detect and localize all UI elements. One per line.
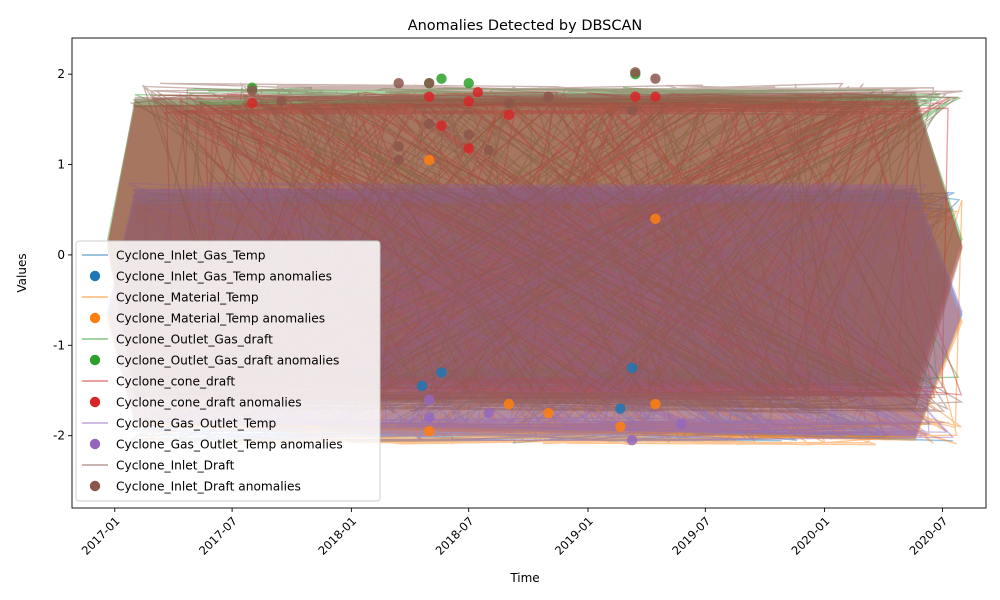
legend: Cyclone_Inlet_Gas_Temp Cyclone_Inlet_Gas_… — [75, 240, 381, 502]
anomaly-point-0-3 — [626, 362, 638, 374]
y-tick-label-4: 2 — [57, 67, 65, 81]
anomaly-point-4-2 — [483, 407, 495, 419]
anomaly-point-1-2 — [503, 398, 515, 410]
anomaly-point-5-11 — [626, 105, 638, 116]
anomaly-point-5-5 — [423, 77, 435, 89]
y-tick-label-1: -1 — [53, 338, 65, 352]
legend-label-9: Cyclone_Gas_Outlet_Temp anomalies — [116, 438, 343, 452]
legend-label-11: Cyclone_Inlet_Draft anomalies — [116, 480, 301, 494]
x-axis-label: Time — [509, 571, 539, 585]
anomaly-point-3-0 — [247, 97, 258, 109]
anomaly-point-3-2 — [436, 120, 447, 131]
anomaly-point-5-1 — [276, 96, 287, 107]
anomaly-point-3-1 — [423, 91, 435, 102]
anomaly-point-5-7 — [463, 129, 474, 140]
anomaly-point-3-8 — [650, 91, 661, 102]
anomaly-point-5-13 — [650, 73, 661, 84]
legend-label-5: Cyclone_Outlet_Gas_draft anomalies — [116, 354, 339, 368]
y-axis-label: Values — [15, 253, 29, 292]
legend-label-0: Cyclone_Inlet_Gas_Temp — [116, 249, 266, 263]
anomaly-point-4-1 — [423, 412, 435, 423]
chart-title: Anomalies Detected by DBSCAN — [408, 18, 643, 34]
y-tick-label-2: 0 — [57, 248, 65, 262]
legend-marker-5 — [89, 354, 101, 366]
anomaly-point-4-4 — [676, 418, 687, 430]
legend-label-10: Cyclone_Inlet_Draft — [116, 459, 235, 473]
anomaly-point-1-0 — [423, 425, 435, 437]
plot-frame — [71, 37, 987, 509]
legend-marker-7 — [89, 396, 101, 408]
anomaly-point-3-5 — [472, 87, 483, 98]
anomaly-point-5-0 — [247, 85, 258, 96]
anomaly-point-2-3 — [463, 77, 474, 89]
anomaly-point-1-6 — [650, 213, 661, 224]
anomaly-point-0-0 — [416, 380, 428, 392]
legend-label-8: Cyclone_Gas_Outlet_Temp — [116, 417, 277, 431]
legend-label-3: Cyclone_Material_Temp anomalies — [116, 312, 325, 326]
anomaly-point-5-2 — [393, 77, 404, 89]
anomaly-point-5-10 — [543, 91, 554, 102]
anomaly-point-1-3 — [543, 407, 554, 419]
anomaly-point-2-2 — [436, 73, 447, 84]
legend-marker-1 — [89, 270, 101, 282]
y-axis: -2 -1 0 1 2 — [53, 67, 72, 443]
y-tick-label-0: -2 — [53, 429, 65, 443]
legend-label-6: Cyclone_cone_draft — [116, 375, 235, 389]
anomaly-point-5-3 — [393, 141, 404, 152]
anomaly-point-3-6 — [503, 109, 515, 121]
legend-marker-9 — [89, 438, 101, 450]
legend-label-4: Cyclone_Outlet_Gas_draft — [116, 333, 273, 347]
legend-label-2: Cyclone_Material_Temp — [116, 291, 259, 305]
legend-label-1: Cyclone_Inlet_Gas_Temp anomalies — [116, 270, 332, 284]
legend-label-7: Cyclone_cone_draft anomalies — [116, 396, 302, 410]
anomaly-point-0-2 — [615, 403, 626, 414]
anomaly-point-5-12 — [630, 67, 641, 78]
anomaly-point-3-3 — [463, 96, 474, 107]
anomaly-point-0-1 — [436, 367, 447, 378]
y-tick-label-3: 1 — [57, 158, 65, 172]
anomaly-point-5-8 — [483, 144, 495, 156]
series-line-3 — [132, 91, 963, 401]
anomaly-point-4-3 — [626, 435, 638, 446]
anomaly-point-5-9 — [503, 97, 515, 109]
anomaly-point-3-7 — [630, 91, 641, 102]
anomaly-point-1-4 — [615, 421, 626, 432]
anomaly-point-5-6 — [423, 118, 435, 130]
legend-marker-3 — [89, 312, 101, 324]
legend-box — [75, 240, 381, 502]
anomaly-point-3-4 — [463, 143, 474, 154]
anomaly-point-1-5 — [650, 398, 661, 410]
anomaly-point-1-1 — [423, 154, 435, 166]
anomaly-point-5-4 — [393, 154, 404, 166]
legend-marker-11 — [89, 480, 101, 492]
anomaly-point-4-0 — [423, 394, 435, 405]
